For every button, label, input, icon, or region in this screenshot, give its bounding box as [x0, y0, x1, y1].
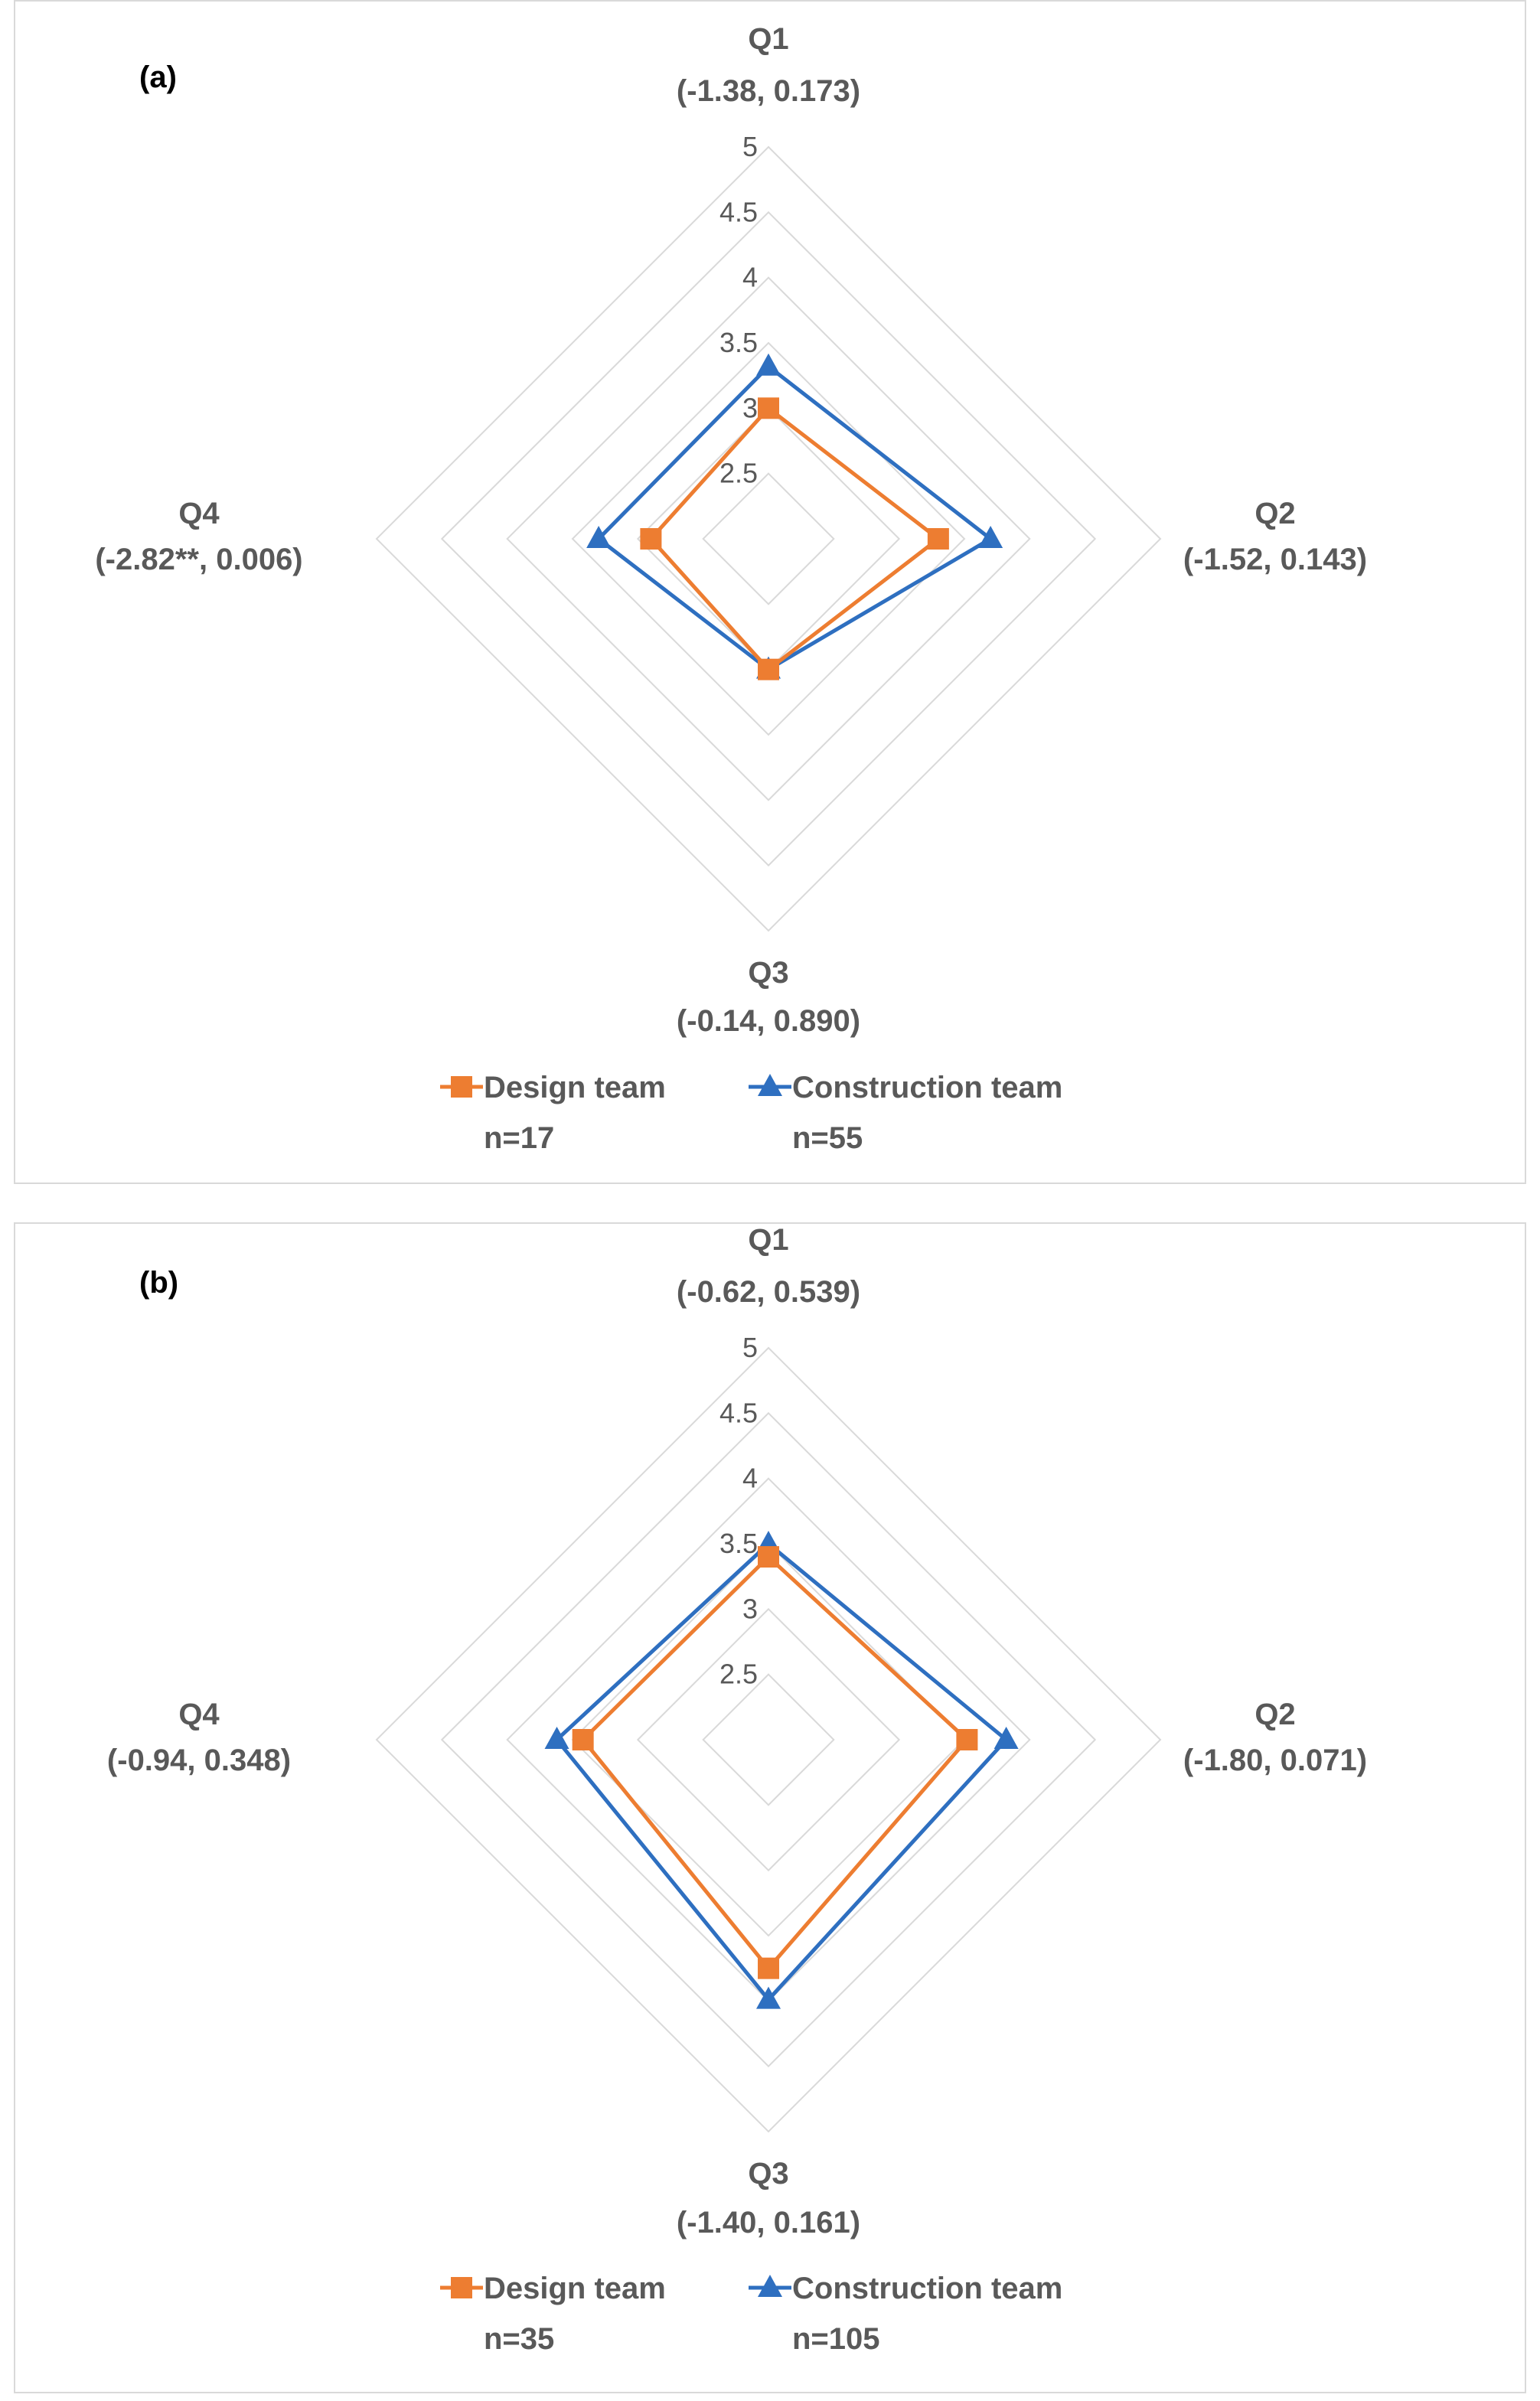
legend-label-design-team: Design team: [484, 2272, 666, 2305]
radial-tick-label: 3: [742, 1593, 758, 1624]
legend-label-design-team: Design team: [484, 1071, 666, 1104]
grid-ring: [375, 1346, 1162, 2133]
grid-ring: [636, 1607, 901, 1872]
data-point-design-team-q4: [572, 1729, 594, 1750]
grid-ring: [440, 1411, 1097, 2068]
radar-chart-a: 2.5 3 3.5 4 4.5 5 Q1 (-1.38, 0.173) Q2 (-1.52, 0…: [14, 0, 1526, 1184]
radial-tick-label: 3.5: [719, 327, 758, 358]
axis-stats-q4: (-2.82**, 0.006): [95, 543, 302, 576]
data-point-construction-team-q1: [756, 353, 781, 376]
grid-ring: [440, 210, 1097, 867]
axis-label-q3: Q3: [748, 2157, 788, 2191]
axis-label-q4: Q4: [178, 1698, 220, 1731]
data-point-design-team-q3: [758, 658, 779, 680]
panel-label: (a): [139, 60, 177, 94]
legend-marker-design-team: [451, 2277, 472, 2298]
radial-tick-label: 5: [742, 1332, 758, 1363]
axis-label-q1: Q1: [748, 22, 788, 56]
series-line-design-team: [648, 406, 941, 672]
legend-label-construction-team: Construction team: [792, 2272, 1062, 2305]
grid-ring: [636, 406, 901, 671]
grid-ring: [571, 1542, 966, 1937]
radial-tick-label: 2.5: [719, 1659, 758, 1690]
data-point-construction-team-q2: [978, 526, 1003, 548]
legend-n-design-team: n=17: [484, 1121, 554, 1155]
radial-tick-label: 4: [742, 1463, 758, 1494]
axis-stats-q1: (-0.62, 0.539): [677, 1275, 860, 1309]
axis-stats-q3: (-0.14, 0.890): [677, 1004, 860, 1038]
axis-stats-q3: (-1.40, 0.161): [677, 2206, 860, 2240]
grid-ring: [702, 1673, 835, 1806]
radial-tick-label: 3: [742, 392, 758, 423]
axis-label-q3: Q3: [748, 956, 788, 990]
axis-label-q2: Q2: [1255, 1698, 1295, 1731]
data-point-design-team-q1: [758, 1546, 779, 1568]
radar-chart-b: 2.5 3 3.5 4 4.5 5 Q1 (-0.62, 0.539) Q2 (-1.80, 0…: [14, 1222, 1526, 2393]
radar-chart-b-svg: 2.5 3 3.5 4 4.5 5 Q1 (-0.62, 0.539) Q2 (-1.80, 0…: [107, 1224, 1367, 2356]
legend-marker-design-team: [451, 1076, 472, 1098]
panel-label: (b): [139, 1266, 178, 1300]
axis-stats-q2: (-1.80, 0.071): [1183, 1744, 1367, 1777]
radial-tick-label: 4.5: [719, 196, 758, 227]
data-point-construction-team-q4: [544, 1727, 569, 1749]
legend-label-construction-team: Construction team: [792, 1071, 1062, 1104]
grid-ring: [506, 276, 1031, 801]
legend-marker-construction-team: [758, 2275, 782, 2297]
axis-label-q4: Q4: [178, 497, 220, 530]
data-point-construction-team-q3: [756, 1986, 781, 2009]
radial-tick-label: 3.5: [719, 1528, 758, 1559]
data-point-design-team-q1: [758, 397, 779, 419]
grid-ring: [571, 341, 966, 736]
data-point-design-team-q3: [758, 1957, 779, 1979]
axis-label-q1: Q1: [748, 1224, 788, 1257]
data-point-construction-team-q2: [993, 1727, 1019, 1749]
data-point-design-team-q4: [640, 528, 662, 550]
grid-ring: [375, 145, 1162, 932]
axis-stats-q4: (-0.94, 0.348): [107, 1744, 291, 1777]
radar-chart-a-svg: 2.5 3 3.5 4 4.5 5 Q1 (-1.38, 0.173) Q2 (-1.52, 0…: [95, 22, 1367, 1155]
radial-tick-label: 5: [742, 131, 758, 162]
legend-marker-construction-team: [758, 1074, 782, 1096]
legend-n-design-team: n=35: [484, 2322, 554, 2356]
axis-label-q2: Q2: [1255, 497, 1295, 530]
axis-stats-q2: (-1.52, 0.143): [1183, 543, 1367, 576]
legend-n-construction-team: n=105: [792, 2322, 880, 2356]
data-point-design-team-q2: [956, 1729, 978, 1750]
radial-tick-label: 4.5: [719, 1397, 758, 1428]
radial-tick-label: 2.5: [719, 458, 758, 489]
axis-stats-q1: (-1.38, 0.173): [677, 74, 860, 108]
legend-n-construction-team: n=55: [792, 1121, 863, 1155]
grid-ring: [702, 472, 835, 605]
data-point-construction-team-q4: [586, 526, 612, 548]
radial-tick-label: 4: [742, 262, 758, 293]
data-point-design-team-q2: [927, 528, 949, 550]
